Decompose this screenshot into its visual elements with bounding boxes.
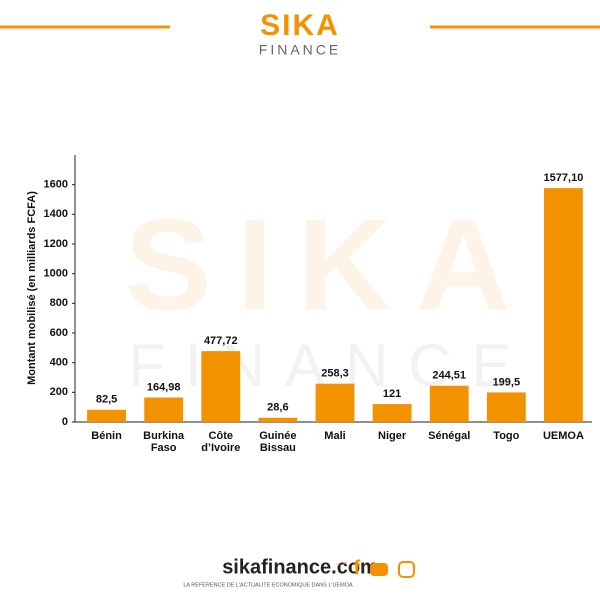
y-tick-label: 400 — [50, 357, 68, 369]
footer-site: sikafinance.com — [222, 556, 378, 578]
bar — [372, 404, 412, 422]
x-tick-label: Côte d’Ivoire — [201, 430, 241, 454]
x-tick-label: Burkina Faso — [143, 430, 185, 454]
x-tick-label: Guinée Bissau — [259, 430, 297, 454]
footer-tagline: LA REFERENCE DE L'ACTUALITE ECONOMIQUE D… — [183, 582, 353, 588]
x-tick-label: Mali — [324, 430, 346, 442]
twitter-icon[interactable] — [334, 560, 348, 566]
x-tick-label: Niger — [378, 430, 407, 442]
x-tick-label: Togo — [493, 430, 520, 442]
y-tick-label: 600 — [50, 327, 68, 339]
bar — [258, 417, 298, 422]
y-tick-label: 800 — [50, 297, 68, 309]
logo-top: SIKA — [260, 9, 340, 42]
bar — [87, 409, 126, 422]
value-label: 244,51 — [432, 370, 466, 382]
watermark: SIKA — [125, 191, 536, 337]
facebook-icon[interactable]: f — [354, 557, 361, 579]
x-tick-label: Bénin — [91, 430, 122, 442]
value-label: 199,5 — [493, 376, 521, 388]
x-tick-label: UEMOA — [542, 430, 584, 442]
youtube-icon[interactable] — [370, 563, 388, 576]
value-label: 258,3 — [321, 368, 349, 380]
bar — [544, 188, 583, 422]
bar — [315, 383, 355, 422]
value-label: 164,98 — [147, 381, 181, 393]
value-label: 82,5 — [96, 394, 117, 406]
y-tick-label: 1400 — [44, 208, 68, 220]
logo-bottom: FINANCE — [259, 42, 341, 58]
y-axis-label: Montant mobilisé (en milliards FCFA) — [26, 191, 38, 385]
value-label: 121 — [383, 388, 401, 400]
value-label: 28,6 — [267, 402, 288, 414]
y-tick-label: 0 — [62, 416, 68, 428]
y-tick-label: 1000 — [44, 268, 68, 280]
y-tick-label: 1600 — [44, 179, 68, 191]
y-tick-label: 200 — [50, 386, 68, 398]
bar — [429, 385, 469, 422]
value-label: 1577,10 — [544, 172, 584, 184]
y-tick-label: 1200 — [44, 238, 68, 250]
bar — [144, 397, 184, 422]
instagram-icon[interactable] — [398, 561, 415, 578]
bar — [201, 351, 241, 422]
bar — [486, 392, 526, 422]
x-tick-label: Sénégal — [428, 430, 471, 442]
value-label: 477,72 — [204, 335, 238, 347]
